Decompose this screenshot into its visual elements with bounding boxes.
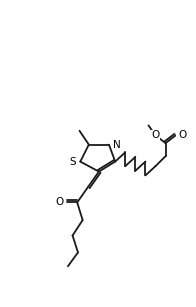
Text: O: O <box>178 130 186 140</box>
Text: O: O <box>151 130 160 140</box>
Text: S: S <box>70 157 76 167</box>
Text: O: O <box>55 197 63 208</box>
Text: N: N <box>113 140 121 150</box>
